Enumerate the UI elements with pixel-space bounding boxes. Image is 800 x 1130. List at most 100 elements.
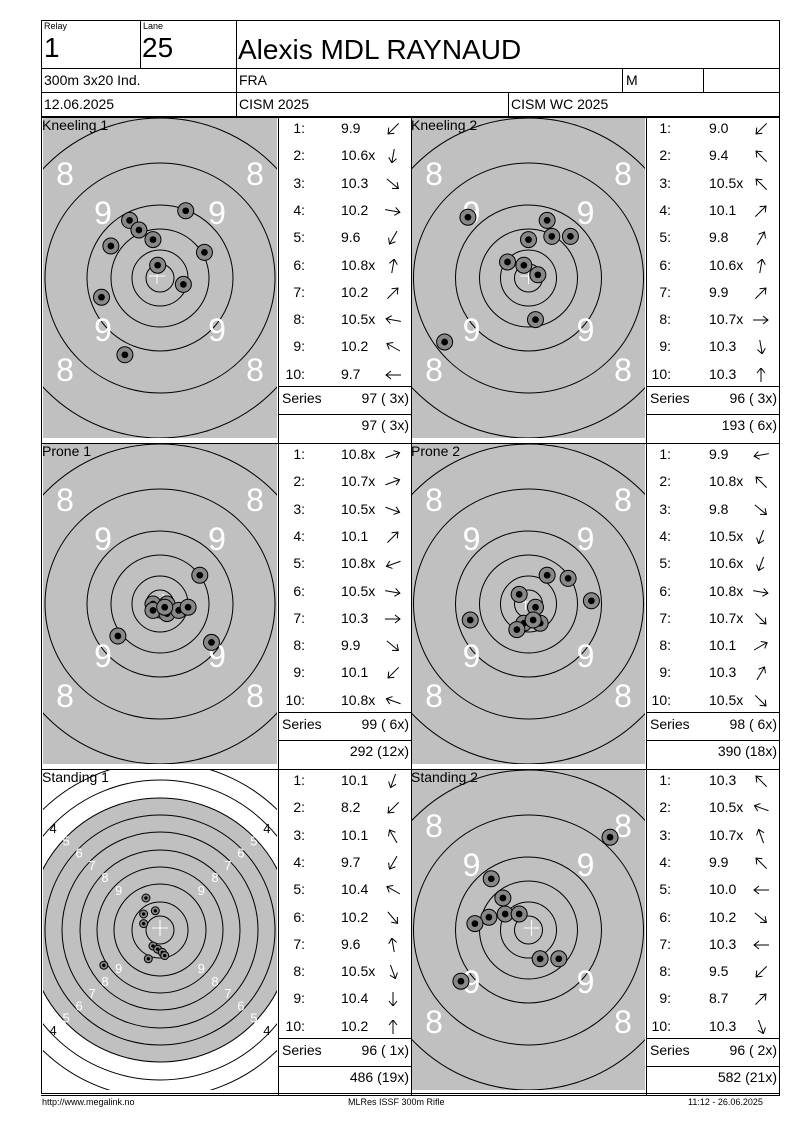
shot-number: 4: (659, 853, 671, 870)
shot-number: 4: (293, 527, 305, 544)
rule (779, 117, 780, 443)
shot-row: 3: 10.5x (279, 501, 411, 521)
shot-hole-center (588, 597, 595, 605)
shot-row: 10: 10.3 (647, 366, 779, 386)
ring (413, 814, 644, 1046)
ring-label: 9 (94, 195, 112, 231)
shot-hole-center (515, 591, 523, 598)
shot-value: 8.7 (709, 990, 729, 1007)
shot-row: 2: 9.4 (647, 147, 779, 167)
shot-direction-arrow (753, 641, 768, 651)
shot-number: 7: (659, 283, 671, 300)
ring-label: 9 (208, 312, 226, 348)
shot-direction-arrow (387, 667, 400, 679)
shot-row: 9: 10.3 (647, 338, 779, 358)
ring-label: 8 (56, 156, 74, 192)
shot-direction-arrow (754, 993, 767, 1006)
rule (41, 1095, 780, 1096)
ring-label: 8 (56, 482, 74, 518)
ring-label: 7 (224, 858, 231, 873)
ring-label: 9 (463, 847, 481, 883)
shot-row: 1: 10.1 (279, 772, 411, 792)
shot-value: 10.3 (709, 338, 737, 355)
shot-row: 2: 8.2 (279, 799, 411, 819)
shot-direction-arrow (386, 342, 401, 352)
shot-number: 8: (293, 637, 305, 654)
shot-value: 10.4 (341, 990, 369, 1007)
shot-value: 9.9 (341, 637, 361, 654)
running-total: 193 ( 6x) (721, 417, 777, 433)
shot-row: 2: 10.7x (279, 473, 411, 493)
shot-number: 4: (293, 853, 305, 870)
shot-row: 8: 10.1 (647, 637, 779, 657)
shot-number: 1: (659, 446, 671, 462)
shot-hole-center (564, 575, 572, 582)
shot-direction-arrow (754, 504, 767, 515)
shot-number: 5: (293, 881, 305, 898)
shot-number: 3: (659, 500, 671, 517)
shot-value: 10.8x (341, 691, 376, 708)
shot-row: 5: 9.8 (647, 229, 779, 249)
shot-direction-arrow (757, 1019, 766, 1034)
series-title: Prone 2 (411, 443, 461, 459)
shot-value: 10.3 (709, 935, 737, 952)
shot-direction-arrow (757, 340, 766, 355)
shot-hole-center (485, 913, 493, 921)
ring-label: 8 (211, 870, 218, 885)
shot-number: 10: (651, 365, 671, 382)
shot-direction-arrow (757, 258, 766, 273)
shot-hole-center (107, 242, 115, 250)
shot-row: 4: 10.1 (647, 202, 779, 222)
shot-number: 10: (285, 691, 305, 708)
shot-row: 8: 9.5 (647, 963, 779, 983)
shot-row: 5: 9.6 (279, 229, 411, 249)
shot-row: 6: 10.5x (279, 583, 411, 603)
shot-hole-center (149, 236, 157, 243)
series-total: 96 ( 1x) (361, 1042, 409, 1058)
shot-direction-arrow (756, 529, 765, 544)
ring-label: 8 (425, 1004, 443, 1040)
footer-timestamp: 11:12 - 26.06.2025 (688, 1097, 763, 1107)
ring (44, 814, 276, 1046)
shot-value: 10.8x (341, 446, 376, 462)
shot-direction-arrow (388, 1019, 398, 1034)
series-total: 96 ( 2x) (729, 1042, 777, 1058)
ring-label: 8 (614, 482, 632, 518)
ring (43, 797, 277, 1063)
shot-value: 10.2 (341, 338, 369, 355)
shot-row: 6: 10.8x (279, 257, 411, 277)
ring-label: 9 (115, 961, 122, 976)
shot-value: 10.8x (341, 256, 376, 273)
running-total: 582 (21x) (717, 1069, 777, 1085)
shot-value: 10.4 (341, 881, 369, 898)
shot-value: 9.9 (709, 853, 729, 870)
nation: FRA (239, 72, 267, 88)
shot-value: 10.7x (709, 826, 744, 843)
lane-value: 25 (142, 32, 174, 63)
series-title: Kneeling 2 (411, 117, 478, 133)
shot-number: 2: (659, 473, 671, 490)
ring-label: 8 (614, 808, 632, 844)
shot-hole-center (499, 894, 507, 902)
shot-direction-arrow (388, 992, 398, 1007)
ring-label: 6 (237, 998, 244, 1013)
shot-direction-arrow (754, 612, 767, 625)
shot-hole-center (513, 626, 521, 633)
shot-hole-center (141, 921, 146, 926)
shot-row: 1: 9.9 (647, 446, 779, 466)
shot-direction-arrow (753, 587, 769, 597)
shot-value: 10.2 (709, 908, 737, 925)
shot-row: 7: 10.7x (647, 610, 779, 630)
rule (279, 414, 411, 415)
ring-label: 9 (94, 638, 112, 674)
ring-label: 9 (94, 521, 112, 557)
shot-row: 8: 10.5x (279, 963, 411, 983)
shot-row: 6: 10.6x (647, 257, 779, 277)
target-svg: 4 44 45 55 56 66 67 77 78 88 89 99 9 (43, 770, 277, 1090)
shot-value: 10.2 (341, 1017, 369, 1034)
relay-value: 1 (44, 32, 60, 63)
shot-row: 1: 10.3 (647, 772, 779, 792)
ring-label: 9 (577, 521, 595, 557)
ring (110, 554, 210, 654)
shot-direction-arrow (753, 885, 769, 895)
